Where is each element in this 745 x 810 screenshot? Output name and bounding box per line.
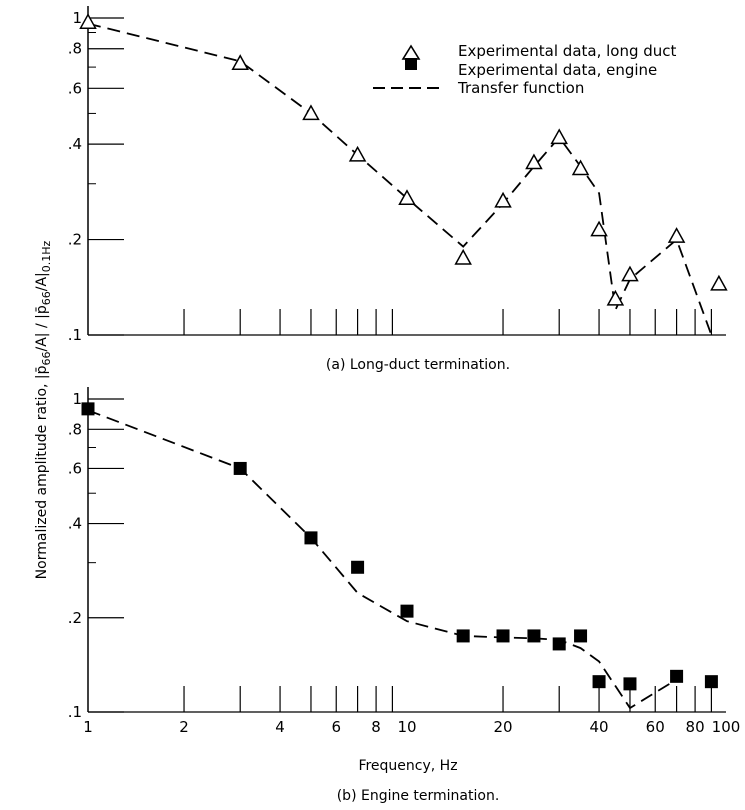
- long-duct-data-point: [494, 191, 512, 208]
- y-axis-label-mid: /A| / |p̄: [34, 305, 50, 351]
- y-axis-label-main: Normalized amplitude ratio, |p̄: [34, 365, 50, 579]
- x-tick-label: 80: [686, 718, 705, 736]
- long-duct-data-point: [79, 13, 97, 29]
- x-tick-label: 1: [83, 718, 93, 736]
- legend-label-engine: Experimental data, engine: [458, 61, 657, 79]
- x-tick-label: 100: [712, 718, 741, 736]
- long-duct-data-point: [302, 104, 320, 121]
- y-tick-label: .1: [68, 703, 82, 721]
- long-duct-data-point: [667, 227, 686, 243]
- long-duct-data-point: [525, 153, 543, 170]
- long-duct-data-point: [454, 248, 472, 265]
- engine-data-point: [304, 531, 318, 545]
- y-tick-label: .2: [68, 609, 82, 627]
- y-axis-label-sub3: 0.1Hz: [40, 240, 53, 272]
- y-axis-label-sub2: 66: [40, 291, 53, 305]
- y-tick-label: .4: [68, 515, 82, 533]
- engine-data-point: [527, 629, 541, 643]
- y-tick-label: .8: [68, 420, 82, 438]
- panel-b-caption: (b) Engine termination.: [337, 788, 500, 804]
- long-duct-data-point: [621, 265, 639, 282]
- long-duct-data-point: [710, 274, 728, 291]
- engine-data-point: [81, 402, 95, 416]
- panel-engine: (b) Engine termination. 1.8.6.4.2.11 2 4 6 8…: [68, 387, 741, 804]
- x-tick-label: 60: [646, 718, 665, 736]
- x-tick-label: 4: [275, 718, 285, 736]
- legend-entry-engine: Experimental data, engine: [405, 58, 657, 79]
- engine-data-point: [704, 675, 718, 689]
- long-duct-data-point: [590, 220, 608, 237]
- long-duct-data-point: [550, 128, 568, 145]
- long-duct-data-point: [571, 159, 590, 176]
- engine-data-point: [400, 604, 414, 618]
- y-axis-label-sub1: 66: [40, 351, 53, 365]
- legend-entry-long-duct: Experimental data, long duct: [401, 42, 677, 60]
- engine-data-point: [574, 629, 588, 643]
- engine-data-point: [496, 629, 510, 643]
- y-tick-label: .4: [68, 135, 82, 153]
- transfer-function-line: [87, 409, 678, 710]
- y-axis-label: Normalized amplitude ratio, |p̄66/A| / |…: [34, 240, 53, 579]
- legend: Experimental data, long duct Experimenta…: [373, 42, 677, 97]
- engine-data-point: [233, 461, 247, 475]
- engine-data-point: [552, 637, 566, 651]
- legend-label-long-duct: Experimental data, long duct: [458, 42, 677, 60]
- x-tick-label: 40: [590, 718, 609, 736]
- legend-entry-transfer: Transfer function: [373, 79, 584, 97]
- transfer-function-line: [87, 22, 713, 336]
- engine-data-point: [623, 677, 637, 691]
- legend-label-transfer: Transfer function: [457, 79, 584, 97]
- legend-open-triangle-icon: [401, 44, 421, 60]
- y-axis-label-mid2: /A|: [34, 272, 50, 291]
- panel-long-duct: (a) Long-duct termination. 1 .8 .6 .4 .2 .1: [68, 6, 728, 373]
- y-tick-label: .6: [68, 459, 82, 477]
- x-tick-label: 2: [179, 718, 189, 736]
- long-duct-data-point: [348, 145, 367, 162]
- y-tick-label: .6: [68, 79, 82, 97]
- x-axis-label: Frequency, Hz: [358, 758, 457, 774]
- engine-data-point: [670, 669, 684, 683]
- legend-filled-square-icon: [405, 58, 417, 70]
- long-duct-data-point: [231, 54, 249, 70]
- x-tick-label: 20: [493, 718, 512, 736]
- y-tick-label: .1: [68, 326, 82, 344]
- x-tick-label: 6: [331, 718, 341, 736]
- long-duct-data-point: [398, 189, 416, 206]
- y-tick-label: .8: [68, 40, 82, 58]
- x-tick-label: 8: [371, 718, 381, 736]
- panel-a-caption: (a) Long-duct termination.: [326, 357, 510, 373]
- y-tick-label: .2: [68, 231, 82, 249]
- engine-data-point: [592, 675, 606, 689]
- engine-data-point: [456, 629, 470, 643]
- engine-data-point: [351, 560, 365, 574]
- long-duct-data-point: [606, 289, 625, 306]
- y-tick-label: 1: [72, 390, 82, 408]
- y-tick-label: 1: [72, 9, 82, 27]
- x-tick-label: 10: [397, 718, 416, 736]
